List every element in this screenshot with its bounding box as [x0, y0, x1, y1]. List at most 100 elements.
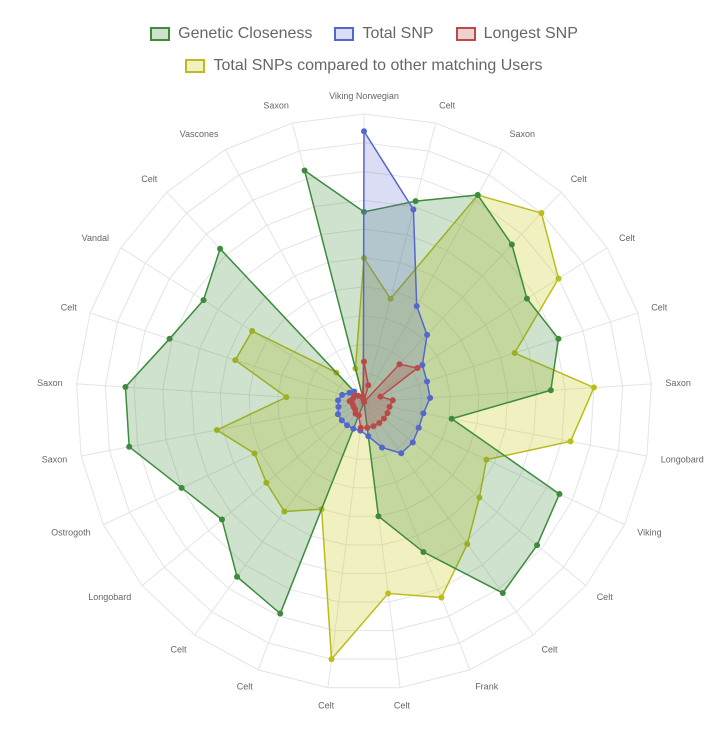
data-point-total-snp-22[interactable]: [351, 388, 358, 395]
legend-label-total-snps-compared: Total SNPs compared to other matching Us…: [213, 57, 543, 74]
data-point-total-snps-compared-to-other-matching-users-4[interactable]: [555, 275, 562, 282]
data-point-total-snps-compared-to-other-matching-users-15[interactable]: [281, 508, 288, 515]
grid-spoke: [363, 312, 639, 403]
data-point-total-snps-compared-to-other-matching-users-5[interactable]: [511, 350, 518, 357]
data-point-genetic-closeness-24[interactable]: [301, 167, 308, 174]
grid-spoke: [224, 149, 365, 403]
data-point-total-snps-compared-to-other-matching-users-9[interactable]: [476, 494, 483, 501]
data-point-genetic-closeness-2[interactable]: [474, 192, 481, 199]
data-point-longest-snp-9[interactable]: [380, 415, 387, 422]
data-point-genetic-closeness-14[interactable]: [277, 610, 284, 617]
data-point-longest-snp-11[interactable]: [370, 423, 377, 430]
axis-label-20: Celt: [61, 302, 78, 312]
data-point-total-snp-8[interactable]: [415, 424, 422, 431]
grid-ring: [104, 142, 624, 660]
data-point-genetic-closeness-21[interactable]: [200, 297, 207, 304]
data-point-total-snps-compared-to-other-matching-users-7[interactable]: [567, 438, 574, 445]
data-point-longest-snp-4[interactable]: [414, 365, 421, 372]
data-point-longest-snp-8[interactable]: [384, 410, 391, 417]
data-point-longest-snp-0[interactable]: [361, 358, 367, 365]
data-point-total-snp-14[interactable]: [350, 425, 357, 432]
axis-label-14: Celt: [237, 682, 254, 692]
data-point-total-snps-compared-to-other-matching-users-16[interactable]: [263, 479, 270, 486]
data-point-total-snp-7[interactable]: [420, 410, 427, 417]
data-point-longest-snp-23[interactable]: [361, 399, 367, 405]
data-point-longest-snp-22[interactable]: [355, 392, 362, 399]
data-point-total-snps-compared-to-other-matching-users-20[interactable]: [232, 357, 239, 364]
data-point-total-snps-compared-to-other-matching-users-21[interactable]: [249, 328, 256, 335]
data-point-genetic-closeness-6[interactable]: [547, 387, 554, 394]
radar-series: [122, 128, 597, 663]
data-point-total-snps-compared-to-other-matching-users-18[interactable]: [213, 427, 220, 434]
data-point-total-snps-compared-to-other-matching-users-17[interactable]: [251, 450, 258, 457]
data-point-total-snps-compared-to-other-matching-users-8[interactable]: [483, 456, 490, 463]
legend-item-genetic-closeness[interactable]: Genetic Closeness: [150, 25, 312, 43]
data-point-genetic-closeness-5[interactable]: [555, 335, 562, 342]
data-point-longest-snp-12[interactable]: [364, 424, 371, 431]
legend-row-2: Total SNPs compared to other matching Us…: [0, 50, 728, 82]
data-point-total-snp-9[interactable]: [409, 439, 416, 446]
data-point-genetic-closeness-20[interactable]: [166, 335, 173, 342]
data-point-genetic-closeness-3[interactable]: [508, 241, 515, 248]
data-point-total-snp-12[interactable]: [365, 433, 372, 440]
data-point-longest-snp-5[interactable]: [377, 393, 384, 400]
data-point-total-snp-0[interactable]: [361, 128, 367, 135]
data-point-genetic-closeness-8[interactable]: [556, 490, 563, 497]
data-point-longest-snp-24[interactable]: [359, 393, 366, 400]
data-point-total-snps-compared-to-other-matching-users-10[interactable]: [464, 541, 471, 548]
data-point-total-snps-compared-to-other-matching-users-1[interactable]: [387, 295, 394, 302]
data-point-genetic-closeness-15[interactable]: [234, 573, 241, 580]
grid-ring: [248, 286, 480, 517]
data-point-total-snp-5[interactable]: [423, 378, 430, 385]
data-point-genetic-closeness-19[interactable]: [122, 383, 129, 390]
data-point-genetic-closeness-4[interactable]: [523, 295, 530, 302]
data-point-total-snps-compared-to-other-matching-users-12[interactable]: [385, 590, 392, 597]
data-point-genetic-closeness-18[interactable]: [126, 443, 133, 450]
data-point-total-snps-compared-to-other-matching-users-6[interactable]: [590, 384, 597, 391]
series-longest-snp: [346, 358, 421, 431]
data-point-total-snp-10[interactable]: [398, 450, 405, 457]
data-point-genetic-closeness-12[interactable]: [375, 513, 382, 520]
data-point-total-snps-compared-to-other-matching-users-19[interactable]: [283, 394, 290, 401]
data-point-total-snps-compared-to-other-matching-users-3[interactable]: [538, 210, 545, 217]
legend-item-longest-snp[interactable]: Longest SNP: [455, 25, 578, 43]
axis-label-4: Celt: [619, 233, 636, 243]
grid-ring: [162, 199, 566, 603]
data-point-total-snp-16[interactable]: [338, 417, 345, 424]
legend-item-total-snp[interactable]: Total SNP: [334, 25, 434, 43]
data-point-total-snp-11[interactable]: [379, 444, 386, 451]
data-point-genetic-closeness-10[interactable]: [499, 590, 506, 597]
data-point-total-snp-3[interactable]: [424, 331, 431, 338]
data-point-longest-snp-1[interactable]: [365, 382, 372, 389]
data-point-total-snps-compared-to-other-matching-users-11[interactable]: [438, 594, 445, 601]
data-point-longest-snp-6[interactable]: [389, 397, 396, 404]
data-point-total-snp-19[interactable]: [335, 397, 342, 404]
data-point-total-snp-17[interactable]: [334, 411, 341, 418]
data-point-longest-snp-3[interactable]: [396, 361, 403, 368]
data-point-genetic-closeness-11[interactable]: [420, 548, 427, 555]
radar-grid: [76, 113, 652, 689]
data-point-genetic-closeness-17[interactable]: [178, 484, 185, 491]
data-point-longest-snp-7[interactable]: [386, 403, 393, 410]
data-point-genetic-closeness-22[interactable]: [217, 245, 224, 252]
data-point-genetic-closeness-16[interactable]: [218, 516, 225, 523]
data-point-total-snp-18[interactable]: [335, 403, 342, 410]
axis-label-13: Celt: [318, 701, 335, 711]
data-point-longest-snp-10[interactable]: [376, 419, 383, 426]
data-point-longest-snp-15[interactable]: [352, 410, 359, 417]
data-point-genetic-closeness-1[interactable]: [412, 198, 419, 205]
data-point-total-snp-4[interactable]: [419, 361, 426, 368]
data-point-total-snp-15[interactable]: [344, 422, 351, 429]
data-point-total-snps-compared-to-other-matching-users-13[interactable]: [328, 656, 335, 663]
data-point-total-snp-21[interactable]: [346, 389, 353, 396]
grid-ring: [219, 257, 509, 546]
data-point-total-snp-6[interactable]: [427, 394, 434, 401]
legend-item-total-snps-compared[interactable]: Total SNPs compared to other matching Us…: [185, 57, 543, 75]
grid-ring: [334, 372, 394, 432]
data-point-longest-snp-13[interactable]: [357, 424, 364, 431]
data-point-genetic-closeness-7[interactable]: [448, 415, 455, 422]
data-point-total-snp-1[interactable]: [410, 206, 417, 213]
data-point-total-snp-20[interactable]: [339, 391, 346, 398]
data-point-total-snp-2[interactable]: [413, 303, 420, 310]
data-point-genetic-closeness-9[interactable]: [534, 542, 541, 549]
